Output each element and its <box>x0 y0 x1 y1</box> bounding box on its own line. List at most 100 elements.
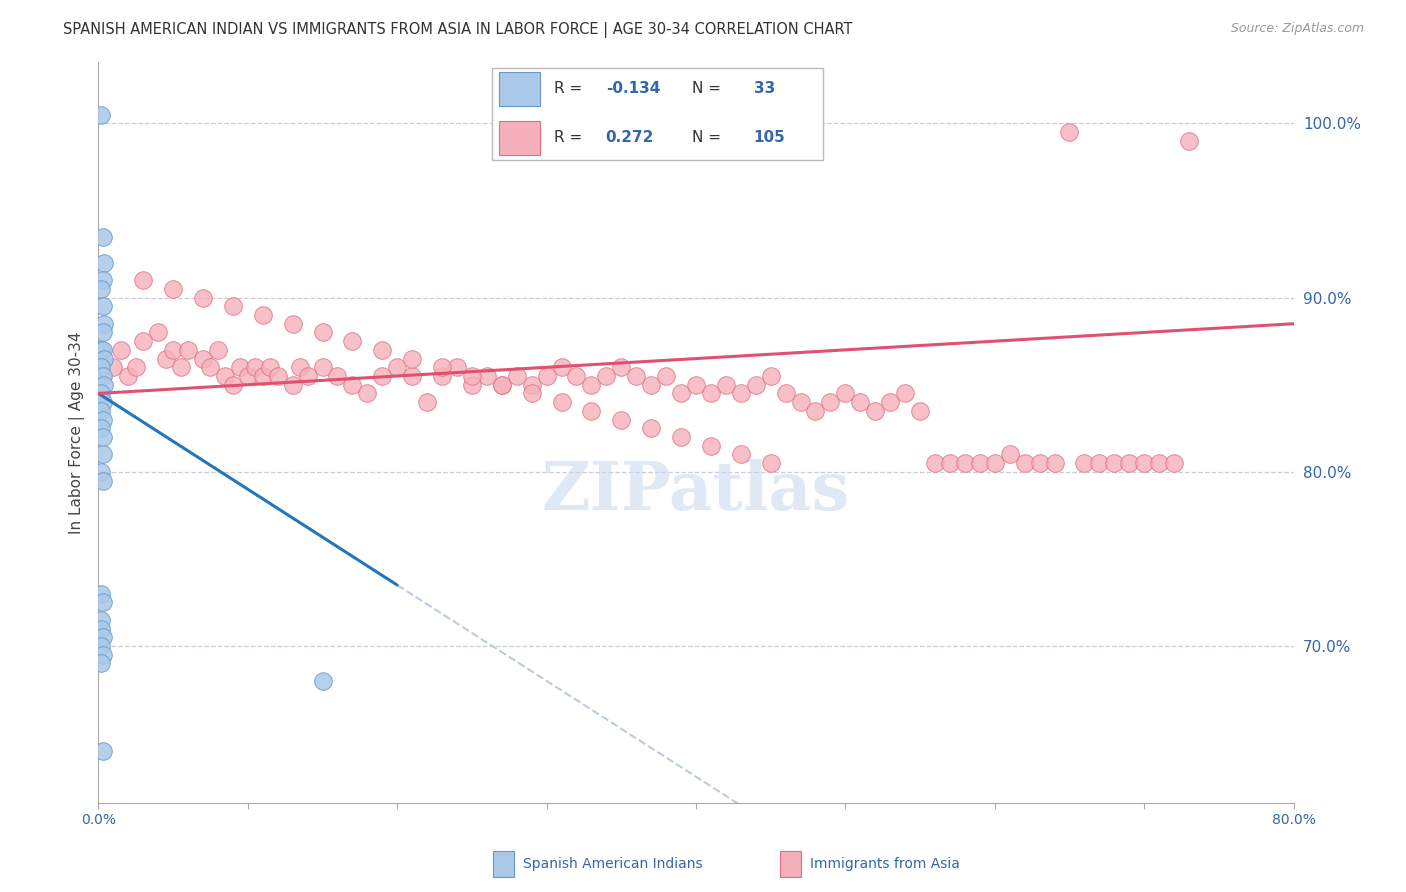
Point <box>91 474 114 488</box>
Point <box>655 369 678 384</box>
Point <box>90 587 112 601</box>
Point <box>640 377 662 392</box>
Point <box>640 421 662 435</box>
Text: N =: N = <box>692 130 725 145</box>
Point <box>969 456 991 470</box>
Point <box>669 386 692 401</box>
Point <box>252 308 274 322</box>
Point <box>879 395 901 409</box>
Point <box>730 447 752 461</box>
Point <box>236 369 259 384</box>
Point <box>416 395 439 409</box>
Point <box>834 386 856 401</box>
Text: 0.272: 0.272 <box>606 130 654 145</box>
Point <box>177 343 200 357</box>
Point <box>91 595 114 609</box>
Point <box>401 351 423 366</box>
Text: SPANISH AMERICAN INDIAN VS IMMIGRANTS FROM ASIA IN LABOR FORCE | AGE 30-34 CORRE: SPANISH AMERICAN INDIAN VS IMMIGRANTS FR… <box>63 22 853 38</box>
Point <box>581 377 603 392</box>
Point <box>371 369 394 384</box>
Point <box>1043 456 1066 470</box>
Point <box>222 377 245 392</box>
Point <box>91 273 114 287</box>
Point <box>169 360 191 375</box>
Point <box>90 108 112 122</box>
Point <box>730 386 752 401</box>
Point <box>491 377 513 392</box>
Point <box>685 377 707 392</box>
Point <box>311 673 333 688</box>
Point <box>311 360 333 375</box>
Text: R =: R = <box>554 80 588 95</box>
Point <box>132 334 155 348</box>
Point <box>385 360 409 375</box>
Point <box>91 412 114 426</box>
Point <box>200 360 222 375</box>
Point <box>288 360 311 375</box>
Point <box>103 360 125 375</box>
Point <box>93 256 115 270</box>
Point <box>148 326 170 340</box>
Point <box>214 369 236 384</box>
Point <box>91 299 114 313</box>
Point <box>461 369 484 384</box>
Point <box>820 395 842 409</box>
Point <box>610 360 633 375</box>
Point <box>90 613 112 627</box>
Point <box>1073 456 1095 470</box>
Text: Spanish American Indians: Spanish American Indians <box>523 857 703 871</box>
Point <box>93 377 115 392</box>
Point <box>162 282 184 296</box>
Point <box>252 369 274 384</box>
Point <box>804 404 827 418</box>
Point <box>90 465 112 479</box>
Point <box>446 360 468 375</box>
Point <box>984 456 1007 470</box>
Point <box>939 456 962 470</box>
Bar <box>499 71 540 105</box>
Point <box>191 291 214 305</box>
Point <box>90 404 112 418</box>
Point <box>1028 456 1050 470</box>
Point <box>550 360 572 375</box>
Point <box>745 377 768 392</box>
Point <box>430 360 453 375</box>
Point <box>245 360 267 375</box>
Point <box>1059 125 1081 139</box>
Text: Immigrants from Asia: Immigrants from Asia <box>810 857 959 871</box>
Point <box>775 386 797 401</box>
Point <box>91 447 114 461</box>
Point <box>626 369 648 384</box>
Point <box>90 622 112 636</box>
Point <box>91 343 114 357</box>
Point <box>520 377 543 392</box>
Point <box>401 369 423 384</box>
Point <box>491 377 513 392</box>
Point <box>520 386 543 401</box>
Point <box>894 386 917 401</box>
Point <box>91 229 114 244</box>
Point <box>281 377 304 392</box>
Point <box>536 369 558 384</box>
Point <box>924 456 946 470</box>
Y-axis label: In Labor Force | Age 30-34: In Labor Force | Age 30-34 <box>69 331 84 534</box>
Point <box>1163 456 1185 470</box>
Point <box>93 351 115 366</box>
Text: -0.134: -0.134 <box>606 80 659 95</box>
Point <box>610 412 633 426</box>
Point <box>117 369 139 384</box>
Point <box>595 369 617 384</box>
Point <box>267 369 290 384</box>
FancyBboxPatch shape <box>492 68 823 160</box>
Point <box>342 377 364 392</box>
Bar <box>779 851 801 877</box>
Text: R =: R = <box>554 130 592 145</box>
Point <box>90 639 112 653</box>
Point <box>371 343 394 357</box>
Point <box>1178 134 1201 148</box>
Point <box>461 377 484 392</box>
Point <box>91 326 114 340</box>
Bar <box>494 851 515 877</box>
Point <box>90 386 112 401</box>
Point <box>207 343 229 357</box>
